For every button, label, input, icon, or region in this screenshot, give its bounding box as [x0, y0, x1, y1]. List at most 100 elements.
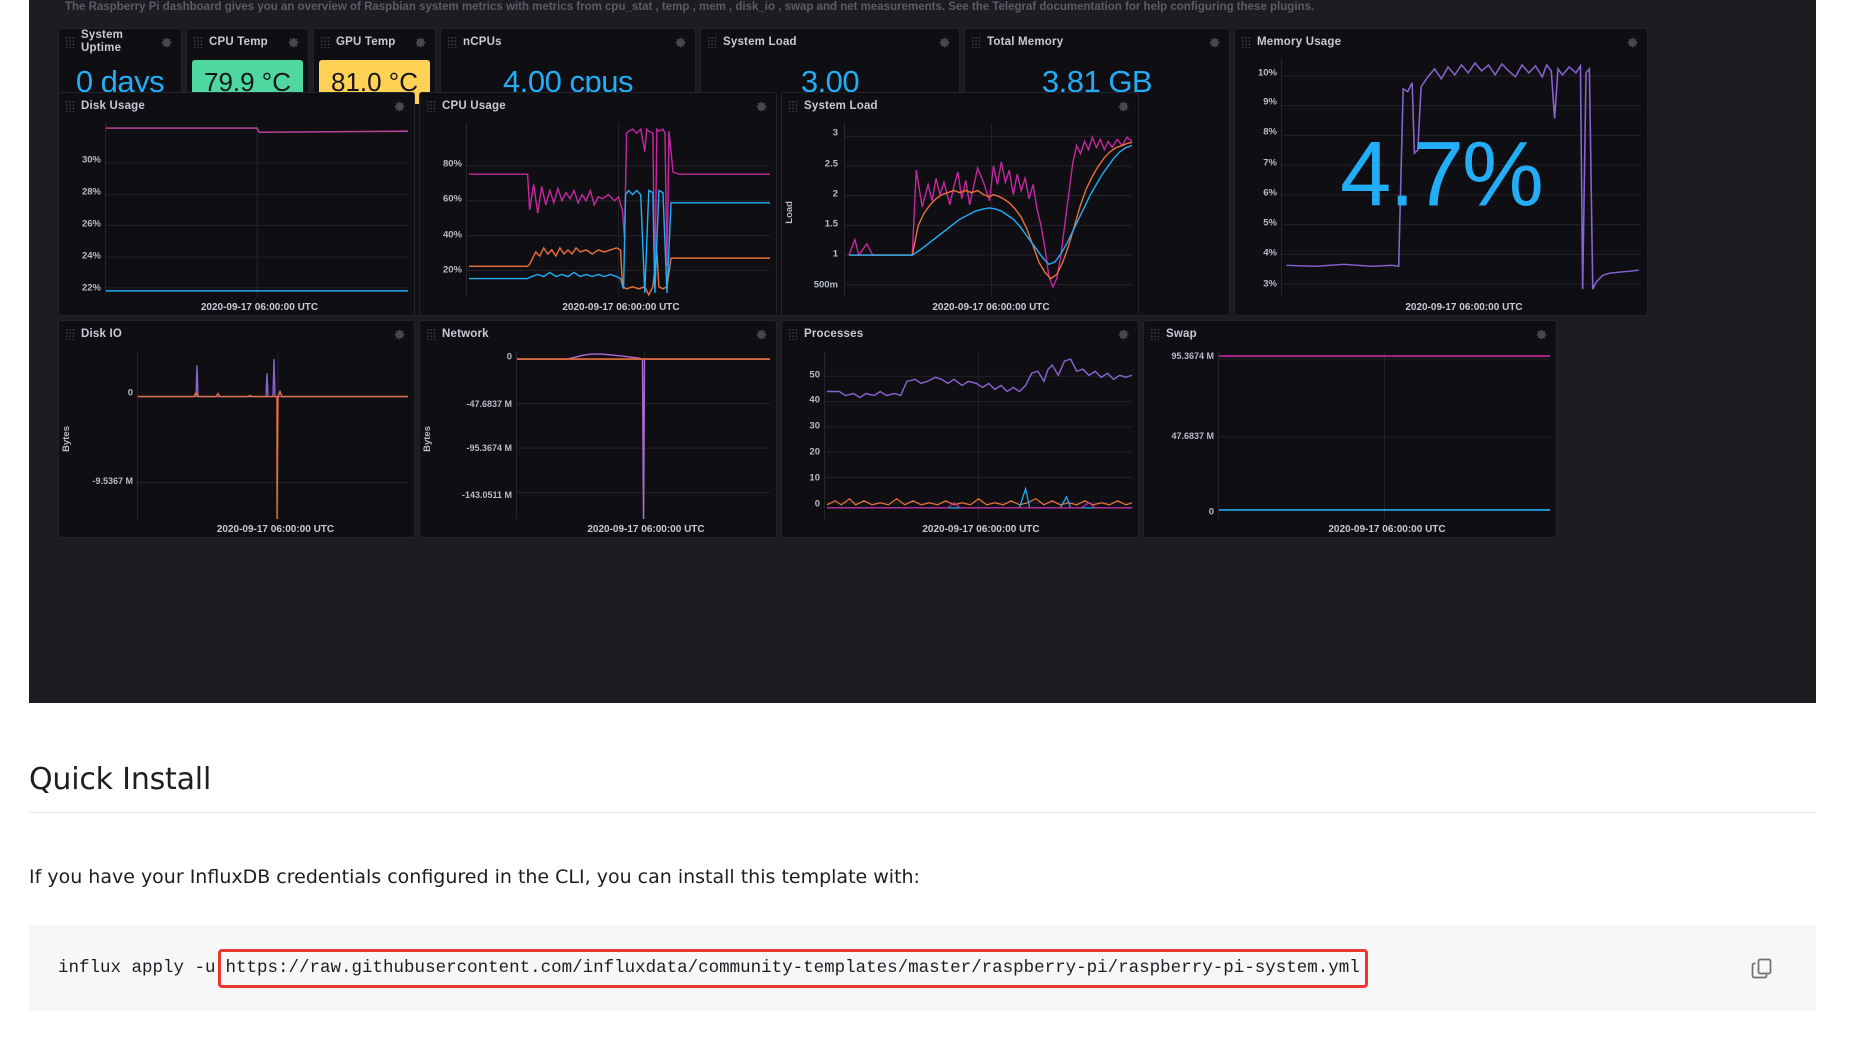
gear-icon[interactable]: [1208, 36, 1221, 49]
y-tick: 40%: [442, 229, 462, 241]
panel-network[interactable]: Network Bytes 0 -47.6837 M -95.3674 M -1…: [419, 320, 777, 538]
drag-handle-icon[interactable]: [65, 328, 75, 340]
panel-header: Disk Usage: [59, 93, 414, 119]
x-axis-label: 2020-09-17 06:00:00 UTC: [200, 302, 319, 313]
y-tick: 20: [809, 446, 820, 458]
quick-install-paragraph: If you have your InfluxDB credentials co…: [29, 866, 920, 888]
y-tick: 3: [832, 127, 838, 139]
gear-icon[interactable]: [160, 36, 173, 49]
drag-handle-icon[interactable]: [447, 36, 457, 48]
panel-header: Memory Usage: [1235, 29, 1647, 55]
panel-title: System Load: [804, 99, 878, 112]
x-axis-label: 2020-09-17 06:00:00 UTC: [922, 524, 1040, 535]
processes-graph[interactable]: 50 40 30 20 10 0: [782, 347, 1138, 537]
gear-icon[interactable]: [938, 36, 951, 49]
x-axis-label: 2020-09-17 06:00:00 UTC: [562, 302, 680, 313]
y-tick: 0: [506, 351, 512, 363]
gear-icon[interactable]: [755, 100, 768, 113]
y-tick: 2.5: [824, 158, 838, 169]
panel-header: CPU Usage: [420, 93, 776, 119]
drag-handle-icon[interactable]: [1241, 36, 1251, 48]
y-tick: 47.6837 M: [1171, 431, 1214, 442]
disk-io-graph[interactable]: Bytes 0 -9.5367 M: [59, 347, 414, 537]
y-tick: 8%: [1263, 126, 1277, 138]
drag-handle-icon[interactable]: [707, 36, 717, 48]
panel-header: CPU Temp: [187, 29, 308, 55]
panel-disk-usage[interactable]: Disk Usage 30% 28% 26% 24% 22%: [58, 92, 415, 316]
memory-usage-graph[interactable]: 10% 9% 8% 7% 6% 5% 4% 3%: [1235, 55, 1647, 315]
y-tick: 0: [1208, 506, 1214, 518]
panel-system-load-graph[interactable]: System Load Load 3 2.5 2 1.5 1: [781, 92, 1139, 316]
drag-handle-icon[interactable]: [320, 36, 330, 48]
drag-handle-icon[interactable]: [788, 328, 798, 340]
cpu-usage-graph[interactable]: 80% 60% 40% 20%: [420, 119, 776, 315]
gear-icon[interactable]: [1626, 36, 1639, 49]
copy-icon[interactable]: [1750, 956, 1774, 980]
panel-title: Disk Usage: [81, 99, 146, 112]
panel-disk-io[interactable]: Disk IO Bytes 0 -9.5367 M: [58, 320, 415, 538]
y-tick: 30: [809, 420, 820, 432]
y-axis: 10% 9% 8% 7% 6% 5% 4% 3%: [1235, 55, 1281, 297]
y-tick: 0: [127, 387, 133, 399]
gear-icon[interactable]: [1535, 328, 1548, 341]
panel-memory-usage[interactable]: Memory Usage 10% 9% 8% 7% 6% 5%: [1234, 28, 1648, 316]
dashboard-screenshot: The Raspberry Pi dashboard gives you an …: [29, 0, 1816, 703]
y-tick: -47.6837 M: [466, 398, 512, 409]
panel-header: System Uptime: [59, 29, 181, 55]
drag-handle-icon[interactable]: [426, 100, 436, 112]
drag-handle-icon[interactable]: [193, 36, 203, 48]
panel-header: nCPUs: [441, 29, 695, 55]
panel-header: System Load: [782, 93, 1138, 119]
y-tick: 40: [809, 394, 820, 406]
y-tick: 4%: [1263, 247, 1277, 259]
y-tick: 26%: [81, 218, 101, 230]
gear-icon[interactable]: [1117, 100, 1130, 113]
swap-graph[interactable]: 95.3674 M 47.6837 M 0: [1144, 347, 1556, 537]
y-tick: 1.5: [824, 218, 838, 230]
panel-title: CPU Temp: [209, 35, 268, 48]
drag-handle-icon[interactable]: [971, 36, 981, 48]
panel-swap[interactable]: Swap 95.3674 M 47.6837 M 0: [1143, 320, 1557, 538]
network-graph[interactable]: Bytes 0 -47.6837 M -95.3674 M -143.0511 …: [420, 347, 776, 537]
y-tick: 50: [809, 369, 820, 381]
y-tick: -95.3674 M: [466, 443, 512, 454]
x-axis-label: 2020-09-17 06:00:00 UTC: [1405, 302, 1523, 313]
gear-icon[interactable]: [414, 36, 427, 49]
gear-icon[interactable]: [393, 100, 406, 113]
panel-title: CPU Usage: [442, 99, 506, 112]
drag-handle-icon[interactable]: [1150, 328, 1160, 340]
drag-handle-icon[interactable]: [426, 328, 436, 340]
panel-cpu-usage[interactable]: CPU Usage 80% 60% 40% 20%: [419, 92, 777, 316]
y-tick: -9.5367 M: [92, 476, 133, 487]
y-axis: 0 -9.5367 M: [71, 347, 137, 519]
gear-icon[interactable]: [755, 328, 768, 341]
gear-icon[interactable]: [393, 328, 406, 341]
y-tick: 3%: [1263, 278, 1277, 290]
command-url-highlight[interactable]: https://raw.githubusercontent.com/influx…: [217, 948, 1368, 988]
y-tick: 30%: [81, 154, 101, 166]
y-axis: 80% 60% 40% 20%: [420, 119, 466, 297]
panel-title: nCPUs: [463, 35, 502, 48]
panel-title: System Load: [723, 35, 797, 48]
system-load-graph[interactable]: Load 3 2.5 2 1.5 1 500m: [782, 119, 1138, 315]
panel-processes[interactable]: Processes 50 40 30 20 10 0: [781, 320, 1139, 538]
plot-area: [516, 351, 770, 519]
gear-icon[interactable]: [1117, 328, 1130, 341]
x-axis-label: 2020-09-17 06:00:00 UTC: [587, 524, 705, 535]
y-tick: 7%: [1263, 157, 1277, 169]
panel-title: System Uptime: [81, 29, 124, 54]
panel-header: Swap: [1144, 321, 1556, 347]
install-command-block[interactable]: influx apply -u https://raw.githubuserco…: [29, 925, 1816, 1011]
drag-handle-icon[interactable]: [788, 100, 798, 112]
y-tick: 500m: [813, 279, 838, 291]
gear-icon[interactable]: [287, 36, 300, 49]
dashboard-grid: System Uptime 0 days CPU Temp: [58, 28, 1787, 542]
drag-handle-icon[interactable]: [65, 36, 75, 48]
gear-icon[interactable]: [674, 36, 687, 49]
quick-install-heading: Quick Install: [29, 762, 212, 797]
disk-usage-graph[interactable]: 30% 28% 26% 24% 22%: [59, 119, 414, 315]
drag-handle-icon[interactable]: [65, 100, 75, 112]
y-tick: 1: [832, 248, 838, 260]
panel-title: Swap: [1166, 327, 1197, 340]
